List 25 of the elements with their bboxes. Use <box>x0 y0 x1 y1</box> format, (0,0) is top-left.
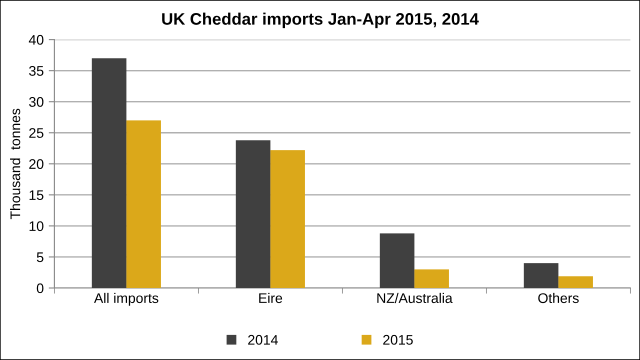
y-tick-label: 35 <box>29 66 44 76</box>
bar <box>558 276 593 288</box>
x-tick-label: Others <box>538 292 579 304</box>
bar <box>270 150 305 288</box>
x-tick-label: All imports <box>94 292 158 306</box>
y-tick-label: 0 <box>36 283 44 294</box>
y-tick-label: 5 <box>36 252 44 262</box>
y-tick-label: 25 <box>29 128 44 138</box>
bar <box>92 58 126 288</box>
bar <box>126 120 161 288</box>
y-tick-label: 40 <box>28 34 44 45</box>
y-tick-label: 10 <box>30 221 44 232</box>
bar <box>380 233 414 288</box>
bar <box>236 140 270 288</box>
x-tick-label: Eire <box>259 292 282 304</box>
chart-title: UK Cheddar imports Jan-Apr 2015, 2014 <box>162 12 479 28</box>
x-tick-label: NZ/Australia <box>377 292 453 304</box>
legend-label: 2015 <box>383 334 413 345</box>
bar <box>524 263 558 288</box>
y-tick-label: 15 <box>30 190 44 200</box>
y-tick-label: 20 <box>29 159 44 169</box>
legend-label: 2014 <box>248 334 278 345</box>
y-tick-label: 30 <box>29 97 44 107</box>
y-axis-title: Thousand tonnes <box>10 108 20 220</box>
bar <box>414 269 449 288</box>
